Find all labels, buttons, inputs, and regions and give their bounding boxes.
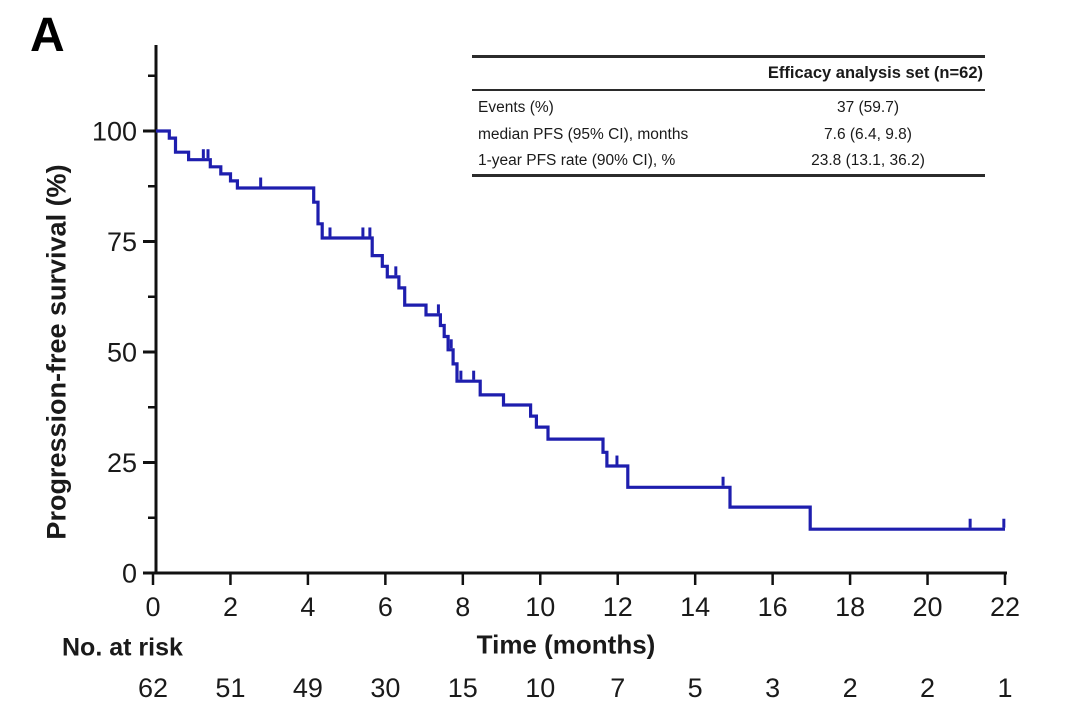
x-tick-label: 8 (455, 592, 470, 622)
at-risk-value: 15 (448, 673, 478, 703)
table-row: Events (%) 37 (59.7) (472, 95, 985, 122)
km-curve (156, 129, 1005, 531)
table-row-label: 1-year PFS rate (90% CI), % (478, 152, 676, 169)
table-row-value: 23.8 (13.1, 36.2) (811, 152, 925, 169)
x-tick-label: 20 (913, 592, 943, 622)
y-tick-label: 25 (107, 448, 137, 478)
at-risk-value: 2 (920, 673, 935, 703)
at-risk-value: 1 (997, 673, 1012, 703)
efficacy-table: Efficacy analysis set (n=62) Events (%) … (472, 55, 985, 177)
at-risk-value: 10 (525, 673, 555, 703)
at-risk-value: 62 (138, 673, 168, 703)
x-tick-label: 16 (758, 592, 788, 622)
x-tick-label: 4 (300, 592, 315, 622)
efficacy-table-header: Efficacy analysis set (n=62) (472, 58, 985, 91)
at-risk-value: 7 (610, 673, 625, 703)
at-risk-value: 2 (843, 673, 858, 703)
at-risk-value: 3 (765, 673, 780, 703)
table-row-value: 7.6 (6.4, 9.8) (824, 125, 912, 143)
y-tick-label: 50 (107, 337, 137, 367)
table-row: 1-year PFS rate (90% CI), % 23.8 (13.1, … (472, 148, 985, 175)
x-tick-label: 10 (525, 592, 555, 622)
at-risk-label: No. at risk (62, 633, 183, 662)
x-tick-label: 14 (680, 592, 710, 622)
x-tick-label: 18 (835, 592, 865, 622)
x-tick-label: 22 (990, 592, 1020, 622)
at-risk-value: 49 (293, 673, 323, 703)
x-tick-label: 2 (223, 592, 238, 622)
y-axis-title: Progression-free survival (%) (41, 164, 72, 540)
table-row: median PFS (95% CI), months 7.6 (6.4, 9.… (472, 122, 985, 149)
efficacy-table-body: Events (%) 37 (59.7) median PFS (95% CI)… (472, 91, 985, 175)
at-risk-value: 51 (215, 673, 245, 703)
y-tick-label: 100 (92, 116, 137, 146)
table-row-value: 37 (59.7) (836, 99, 900, 116)
x-tick-label: 0 (145, 592, 160, 622)
y-tick-label: 75 (107, 227, 137, 257)
table-row-label: Events (%) (478, 99, 554, 116)
at-risk-value: 5 (688, 673, 703, 703)
panel-label: A (30, 9, 66, 62)
table-row-label: median PFS (95% CI), months (478, 125, 689, 143)
x-axis-title: Time (months) (476, 629, 656, 660)
x-tick-label: 12 (603, 592, 633, 622)
at-risk-value: 30 (370, 673, 400, 703)
y-tick-label: 0 (122, 558, 137, 588)
x-tick-label: 6 (378, 592, 393, 622)
